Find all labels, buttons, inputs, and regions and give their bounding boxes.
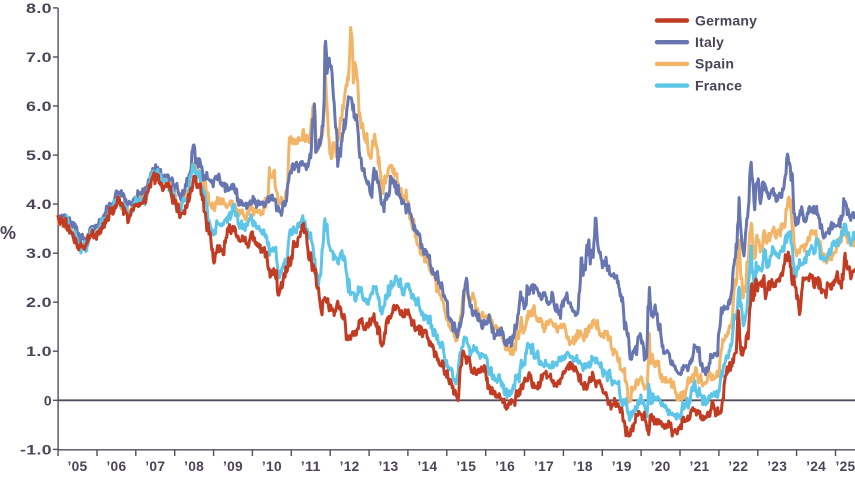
svg-text:2.0: 2.0 [26, 294, 52, 310]
svg-text:7.0: 7.0 [26, 49, 52, 65]
svg-text:’19: ’19 [612, 458, 632, 474]
svg-text:-1.0: -1.0 [20, 441, 52, 457]
svg-text:’08: ’08 [184, 458, 204, 474]
svg-text:’07: ’07 [145, 458, 165, 474]
svg-text:’09: ’09 [223, 458, 243, 474]
svg-text:’21: ’21 [690, 458, 710, 474]
svg-text:3.0: 3.0 [26, 245, 52, 261]
svg-text:’13: ’13 [379, 458, 399, 474]
svg-text:’11: ’11 [301, 458, 321, 474]
svg-text:’17: ’17 [534, 458, 554, 474]
svg-text:’25: ’25 [836, 458, 855, 474]
svg-text:’10: ’10 [262, 458, 282, 474]
svg-text:’06: ’06 [106, 458, 126, 474]
svg-text:4.0: 4.0 [26, 196, 52, 212]
svg-text:Germany: Germany [695, 12, 757, 28]
svg-text:6.0: 6.0 [26, 98, 52, 114]
svg-text:’23: ’23 [767, 458, 787, 474]
svg-text:’16: ’16 [495, 458, 515, 474]
svg-text:1.0: 1.0 [26, 343, 52, 359]
svg-text:Spain: Spain [695, 56, 734, 72]
svg-text:Italy: Italy [695, 34, 724, 50]
svg-text:5.0: 5.0 [26, 147, 52, 163]
svg-text:France: France [695, 77, 742, 93]
svg-text:’24: ’24 [806, 458, 826, 474]
svg-text:’05: ’05 [68, 458, 88, 474]
svg-text:%: % [0, 223, 16, 243]
svg-text:’14: ’14 [417, 458, 437, 474]
svg-text:’18: ’18 [573, 458, 593, 474]
svg-text:’20: ’20 [651, 458, 671, 474]
svg-text:8.0: 8.0 [26, 0, 52, 16]
svg-text:0: 0 [44, 392, 52, 408]
svg-text:’22: ’22 [728, 458, 748, 474]
svg-text:’12: ’12 [340, 458, 360, 474]
svg-text:’15: ’15 [456, 458, 476, 474]
